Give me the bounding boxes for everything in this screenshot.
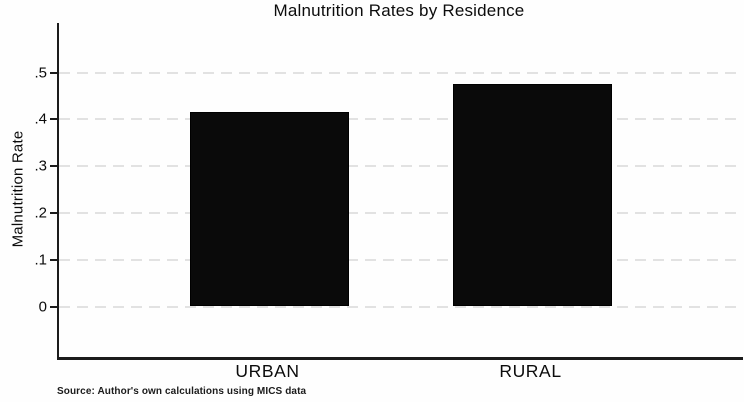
y-axis-title: Malnutrition Rate — [9, 130, 27, 248]
chart-title: Malnutrition Rates by Residence — [273, 1, 525, 20]
x-category-label: RURAL — [499, 361, 562, 381]
y-tick-label: .5 — [34, 64, 47, 81]
y-tick-label: .4 — [34, 110, 47, 128]
bar-rural — [453, 84, 612, 307]
y-tick — [50, 71, 57, 74]
y-tick — [50, 118, 57, 121]
gridline — [59, 165, 743, 168]
gridline — [59, 305, 743, 308]
y-tick — [50, 211, 57, 214]
source-note: Source: Author's own calculations using … — [57, 386, 307, 397]
y-tick-label: .1 — [34, 251, 47, 269]
gridline — [59, 118, 743, 121]
y-tick — [50, 305, 57, 308]
gridline — [59, 71, 743, 74]
x-category-label: URBAN — [235, 361, 300, 381]
y-tick — [50, 258, 57, 261]
gridline — [59, 211, 743, 214]
y-tick-label: .3 — [34, 157, 47, 175]
plot-area: 0 .1 .2 .3 .4 .5 — [34, 23, 743, 360]
gridline — [59, 258, 743, 261]
y-tick — [50, 165, 57, 168]
y-tick-label: 0 — [38, 298, 47, 315]
y-tick-label: .2 — [34, 204, 47, 222]
bar-urban — [190, 112, 349, 307]
